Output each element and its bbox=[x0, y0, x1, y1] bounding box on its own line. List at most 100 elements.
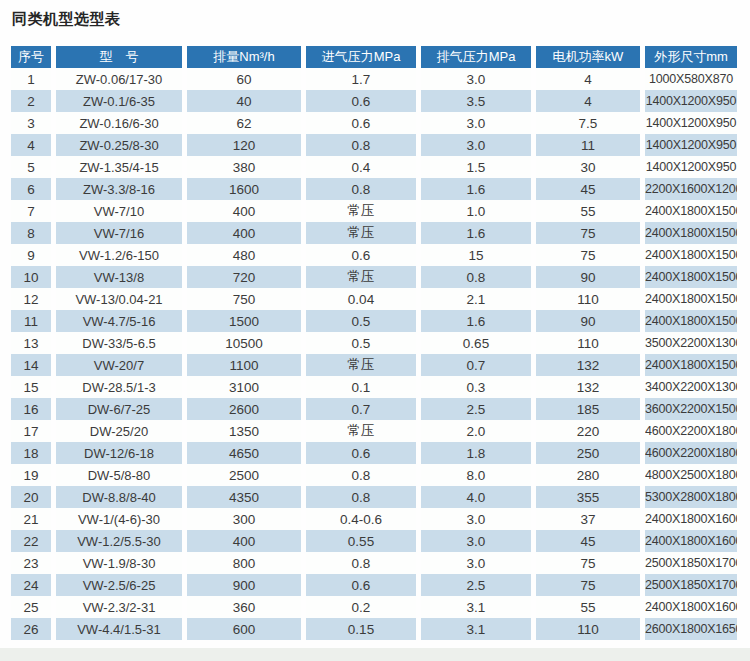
table-cell: 3.0 bbox=[421, 134, 531, 156]
table-cell: 10 bbox=[11, 266, 51, 288]
table-cell: 2400X1800X1500 bbox=[645, 244, 737, 266]
table-cell: 120 bbox=[187, 134, 301, 156]
table-cell: 0.8 bbox=[306, 464, 416, 486]
table-cell: 1400X1200X950 bbox=[645, 134, 737, 156]
table-cell: 1000X580X870 bbox=[645, 68, 737, 90]
table-cell: 2 bbox=[11, 90, 51, 112]
table-cell: 0.6 bbox=[306, 244, 416, 266]
table-cell: 11 bbox=[536, 134, 640, 156]
table-cell: 1.8 bbox=[421, 442, 531, 464]
table-cell: 30 bbox=[536, 156, 640, 178]
table-row: 10VW-13/8720常压0.8902400X1800X1500 bbox=[11, 266, 737, 288]
table-cell: 4800X2500X1800 bbox=[645, 464, 737, 486]
table-cell: DW-12/6-18 bbox=[56, 442, 182, 464]
table-cell: 0.5 bbox=[306, 310, 416, 332]
table-cell: 2400X1800X1600 bbox=[645, 596, 737, 618]
table-cell: 2400X1800X1600 bbox=[645, 508, 737, 530]
table-cell: 0.3 bbox=[421, 376, 531, 398]
table-cell: 0.6 bbox=[306, 90, 416, 112]
table-cell: 132 bbox=[536, 354, 640, 376]
table-cell: 0.8 bbox=[306, 552, 416, 574]
table-cell: 4650 bbox=[187, 442, 301, 464]
table-cell: 4600X2200X1800 bbox=[645, 420, 737, 442]
table-cell: VW-20/7 bbox=[56, 354, 182, 376]
table-cell: 220 bbox=[536, 420, 640, 442]
table-row: 19DW-5/8-8025000.88.02804800X2500X1800 bbox=[11, 464, 737, 486]
table-cell: 常压 bbox=[306, 200, 416, 222]
table-cell: 132 bbox=[536, 376, 640, 398]
table-cell: 1100 bbox=[187, 354, 301, 376]
model-selection-table: 序号型 号排量Nm³/h进气压力MPa排气压力MPa电机功率kW外形尺寸mm 1… bbox=[6, 46, 742, 640]
table-cell: 1400X1200X950 bbox=[645, 112, 737, 134]
table-row: 12VW-13/0.04-217500.042.11102400X1800X15… bbox=[11, 288, 737, 310]
table-cell: VW-1.9/8-30 bbox=[56, 552, 182, 574]
table-cell: VW-13/0.04-21 bbox=[56, 288, 182, 310]
table-cell: 3.0 bbox=[421, 508, 531, 530]
table-cell: 17 bbox=[11, 420, 51, 442]
table-row: 4ZW-0.25/8-301200.83.0111400X1200X950 bbox=[11, 134, 737, 156]
table-row: 17DW-25/201350常压2.02204600X2200X1800 bbox=[11, 420, 737, 442]
table-cell: 4 bbox=[11, 134, 51, 156]
table-cell: 10500 bbox=[187, 332, 301, 354]
table-cell: VW-7/16 bbox=[56, 222, 182, 244]
table-cell: 15 bbox=[421, 244, 531, 266]
table-cell: 1400X1200X950 bbox=[645, 156, 737, 178]
table-cell: 2600X1800X1650 bbox=[645, 618, 737, 640]
table-cell: 360 bbox=[187, 596, 301, 618]
table-cell: 0.4 bbox=[306, 156, 416, 178]
column-header-3: 进气压力MPa bbox=[306, 46, 416, 68]
table-cell: ZW-0.16/6-30 bbox=[56, 112, 182, 134]
table-cell: 0.6 bbox=[306, 112, 416, 134]
table-cell: 75 bbox=[536, 222, 640, 244]
table-cell: 0.4-0.6 bbox=[306, 508, 416, 530]
table-cell: 0.15 bbox=[306, 618, 416, 640]
column-header-6: 外形尺寸mm bbox=[645, 46, 737, 68]
page: 同类机型选型表 序号型 号排量Nm³/h进气压力MPa排气压力MPa电机功率kW… bbox=[0, 0, 750, 661]
table-cell: 7 bbox=[11, 200, 51, 222]
table-cell: 0.7 bbox=[421, 354, 531, 376]
table-cell: 4600X2200X1800 bbox=[645, 442, 737, 464]
table-cell: VW-1.2/6-150 bbox=[56, 244, 182, 266]
table-cell: 24 bbox=[11, 574, 51, 596]
table-cell: 常压 bbox=[306, 354, 416, 376]
table-row: 11VW-4.7/5-1615000.51.6902400X1800X1500 bbox=[11, 310, 737, 332]
table-cell: 2400X1800X1500 bbox=[645, 200, 737, 222]
table-cell: 9 bbox=[11, 244, 51, 266]
table-cell: 1 bbox=[11, 68, 51, 90]
table-cell: 0.04 bbox=[306, 288, 416, 310]
table-row: 13DW-33/5-6.5105000.50.651103500X2200X13… bbox=[11, 332, 737, 354]
column-header-0: 序号 bbox=[11, 46, 51, 68]
table-cell: 5 bbox=[11, 156, 51, 178]
column-header-5: 电机功率kW bbox=[536, 46, 640, 68]
table-cell: 2400X1800X1600 bbox=[645, 530, 737, 552]
table-cell: DW-33/5-6.5 bbox=[56, 332, 182, 354]
table-cell: 400 bbox=[187, 200, 301, 222]
table-cell: 3600X2200X1500 bbox=[645, 398, 737, 420]
table-cell: 0.6 bbox=[306, 574, 416, 596]
table-cell: 0.8 bbox=[306, 486, 416, 508]
table-cell: 55 bbox=[536, 200, 640, 222]
table-row: 5ZW-1.35/4-153800.41.5301400X1200X950 bbox=[11, 156, 737, 178]
table-cell: 12 bbox=[11, 288, 51, 310]
table-cell: 1500 bbox=[187, 310, 301, 332]
table-cell: ZW-0.1/6-35 bbox=[56, 90, 182, 112]
table-cell: 750 bbox=[187, 288, 301, 310]
table-cell: 7.5 bbox=[536, 112, 640, 134]
table-cell: 4 bbox=[536, 68, 640, 90]
table-cell: 4 bbox=[536, 90, 640, 112]
table-cell: 5300X2800X1800 bbox=[645, 486, 737, 508]
table-cell: 11 bbox=[11, 310, 51, 332]
table-cell: 40 bbox=[187, 90, 301, 112]
table-cell: 2400X1800X1500 bbox=[645, 310, 737, 332]
table-cell: 45 bbox=[536, 178, 640, 200]
table-cell: 20 bbox=[11, 486, 51, 508]
table-row: 1ZW-0.06/17-30601.73.041000X580X870 bbox=[11, 68, 737, 90]
table-cell: VW-2.3/2-31 bbox=[56, 596, 182, 618]
table-row: 6ZW-3.3/8-1616000.81.6452200X1600X1200 bbox=[11, 178, 737, 200]
table-cell: 60 bbox=[187, 68, 301, 90]
table-cell: 3.0 bbox=[421, 112, 531, 134]
table-cell: 1600 bbox=[187, 178, 301, 200]
table-cell: 2500 bbox=[187, 464, 301, 486]
table-cell: VW-2.5/6-25 bbox=[56, 574, 182, 596]
table-cell: 2200X1600X1200 bbox=[645, 178, 737, 200]
